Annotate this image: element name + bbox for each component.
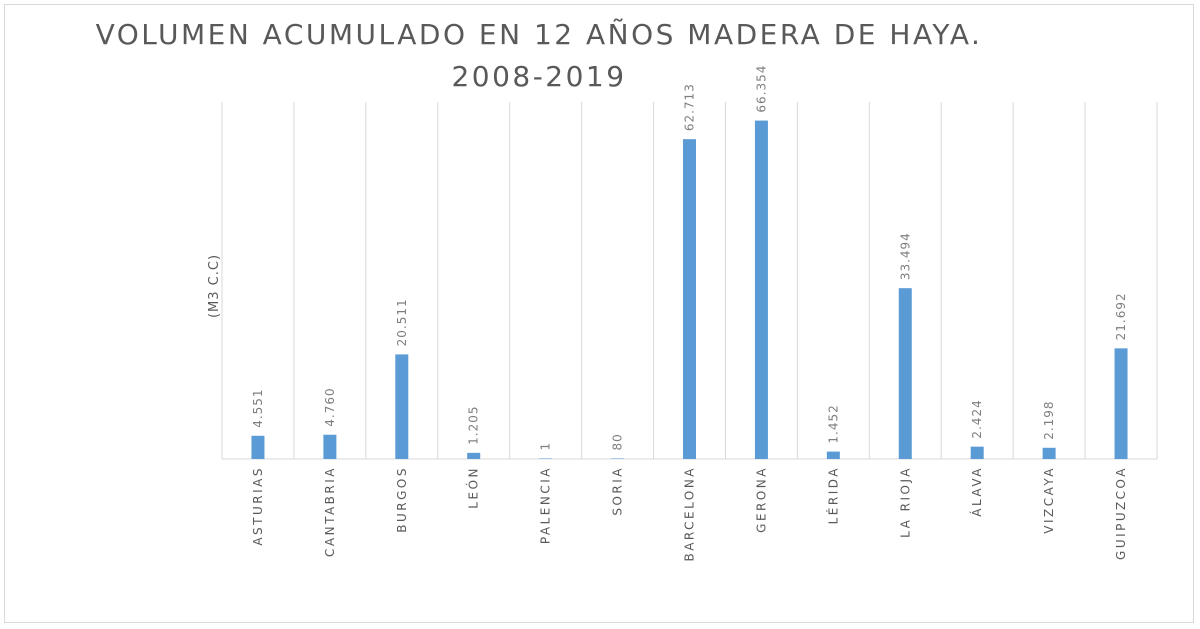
bar [898, 288, 912, 459]
x-tick-label: VIZCAYA [1042, 466, 1056, 534]
x-tick-label: GUIPUZCOA [1114, 466, 1128, 560]
bar-series [251, 120, 1128, 459]
bar [611, 458, 625, 459]
data-label: 4.551 [251, 388, 265, 427]
data-label: 2.198 [1042, 400, 1056, 439]
bar [467, 452, 481, 459]
bar [539, 458, 553, 459]
x-tick-label: CANTABRIA [323, 466, 337, 557]
bar [970, 446, 984, 459]
data-label: 1.205 [467, 405, 481, 444]
bar [826, 451, 840, 459]
bar [395, 354, 409, 459]
bar [1042, 447, 1056, 459]
bar [754, 120, 768, 459]
x-tick-label: BURGOS [395, 466, 409, 533]
x-tick-label: LÉRIDA [825, 466, 840, 524]
data-label: 1 [539, 442, 553, 451]
x-tick-label: LA RIOJA [898, 466, 912, 538]
data-label: 2.424 [970, 399, 984, 438]
data-label: 62.713 [683, 83, 697, 131]
bar [323, 434, 337, 459]
data-label: 80 [611, 433, 625, 450]
bar [683, 139, 696, 459]
data-label: 33.494 [898, 232, 912, 280]
data-label: 66.354 [754, 65, 768, 113]
category-gridlines [221, 102, 1158, 459]
x-tick-label: LEÓN [466, 466, 481, 509]
data-label: 21.692 [1114, 292, 1128, 340]
data-label: 1.452 [826, 404, 840, 443]
x-tick-label: SORIA [611, 466, 625, 516]
chart-frame [4, 4, 1194, 623]
x-tick-label: ÁLAVA [969, 466, 984, 517]
x-tick-label: BARCELONA [683, 466, 697, 562]
data-label: 4.760 [323, 387, 337, 426]
x-tick-label: ASTURIAS [251, 466, 265, 546]
x-tick-label: GERONA [754, 466, 768, 533]
y-axis-label: (M3 C.C) [207, 254, 222, 318]
chart-subtitle: 2008-2019 [451, 60, 627, 93]
x-tick-labels: ASTURIAS CANTABRIA BURGOS LEÓN PALENCIA SORIA… [251, 466, 1128, 562]
data-label: 20.511 [395, 298, 409, 346]
chart-title: VOLUMEN ACUMULADO EN 12 AÑOS MADERA DE H… [95, 18, 983, 51]
data-labels: 4.551 4.760 20.511 1.205 1 80 62.713 66.354 1.45… [251, 65, 1128, 451]
x-tick-label: PALENCIA [539, 466, 553, 544]
bar [1114, 348, 1128, 459]
bar [251, 435, 265, 459]
